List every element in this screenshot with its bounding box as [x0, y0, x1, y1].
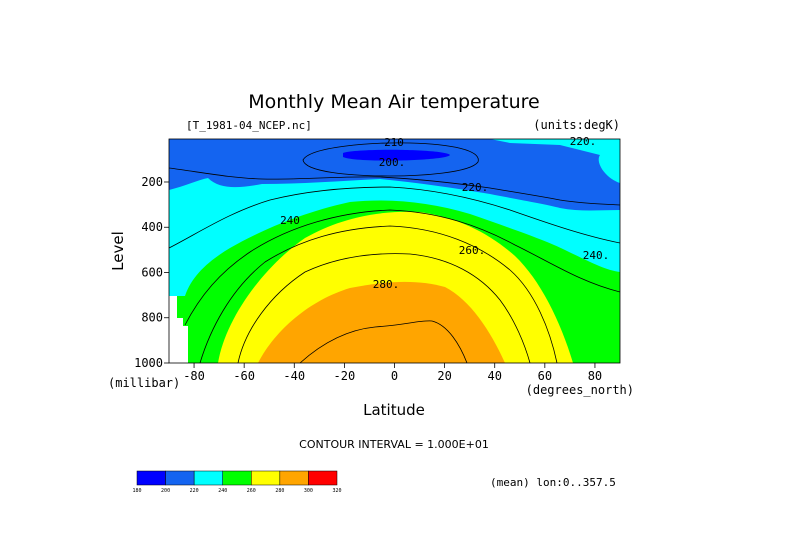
- colorbar-tick-label: 300: [304, 488, 313, 494]
- colorbar-swatch: [279, 470, 309, 486]
- contour-line-285: [299, 320, 468, 363]
- chart-title: Monthly Mean Air temperature: [248, 91, 539, 113]
- contour-label: 200.: [379, 156, 406, 169]
- contour-line-210: [302, 142, 479, 177]
- contour-line-260: [199, 225, 558, 363]
- contour-labels: 210 200. 220. 220. 240 240. 260. 280.: [280, 135, 609, 291]
- fill-region-lt200: [343, 149, 450, 161]
- contour-label: 240.: [583, 249, 610, 262]
- colorbar-tick-label: 240: [218, 488, 227, 494]
- colorbar-swatch: [222, 470, 252, 486]
- contour-label: 260.: [459, 244, 486, 257]
- contour-label: 220.: [462, 181, 489, 194]
- fill-region-200-220: [169, 139, 620, 211]
- x-tick-label: 0: [391, 369, 398, 383]
- colorbar-swatch: [193, 470, 223, 486]
- colorbar-tick-label: 200: [161, 488, 170, 494]
- file-label: [T_1981-04_NCEP.nc]: [186, 119, 312, 132]
- x-tick-label: -40: [283, 369, 305, 383]
- x-tick-label: 60: [538, 369, 552, 383]
- colorbar-swatch: [136, 470, 166, 486]
- contour-line-270: [237, 253, 531, 363]
- y-tick-label: 200: [141, 175, 163, 189]
- y-tick-label: 1000: [134, 356, 163, 370]
- x-tick-label: 40: [487, 369, 501, 383]
- y-tick-label: 800: [141, 311, 163, 325]
- y-tick-label: 600: [141, 265, 163, 279]
- x-tick-label: -80: [183, 369, 205, 383]
- contour-label: 210: [384, 136, 404, 149]
- x-unit-label: (degrees_north): [526, 383, 634, 397]
- contour-lines: [169, 142, 620, 363]
- y-tick-label: 400: [141, 220, 163, 234]
- colorbar: 180 200 220 240 260 280 300 320: [132, 470, 342, 494]
- colorbar-tick-label: 280: [275, 488, 284, 494]
- x-tick-label: -20: [334, 369, 356, 383]
- fill-region-280-300: [258, 281, 505, 363]
- units-label: (units:degK): [533, 118, 620, 132]
- contour-line-230: [169, 186, 620, 249]
- y-unit-label: (millibar): [108, 376, 180, 390]
- x-tick-label: 20: [437, 369, 451, 383]
- plot-area: [169, 139, 620, 363]
- y-axis: 200 400 600 800 1000: [134, 175, 169, 370]
- contour-line-220-upper: [169, 167, 620, 206]
- contour-line-250: [184, 209, 620, 326]
- contour-label: 240: [280, 214, 300, 227]
- colorbar-swatch: [308, 470, 338, 486]
- colorbar-swatch: [251, 470, 281, 486]
- x-axis-title: Latitude: [363, 401, 425, 419]
- fill-region-white-notch: [169, 296, 188, 363]
- contour-interval-text: CONTOUR INTERVAL = 1.000E+01: [299, 438, 489, 451]
- x-tick-label: -60: [233, 369, 255, 383]
- x-axis: -80 -60 -40 -20 0 20 40 60 80: [183, 363, 602, 383]
- colorbar-swatch: [165, 470, 195, 486]
- x-tick-label: 80: [588, 369, 602, 383]
- contour-label: 220.: [570, 135, 597, 148]
- colorbar-tick-label: 180: [132, 488, 141, 494]
- colorbar-tick-label: 220: [190, 488, 199, 494]
- y-axis-title: Level: [109, 231, 127, 271]
- colorbar-tick-label: 260: [247, 488, 256, 494]
- colorbar-tick-label: 320: [332, 488, 341, 494]
- footnote: (mean) lon:0..357.5: [490, 476, 616, 489]
- contour-label: 280.: [373, 278, 400, 291]
